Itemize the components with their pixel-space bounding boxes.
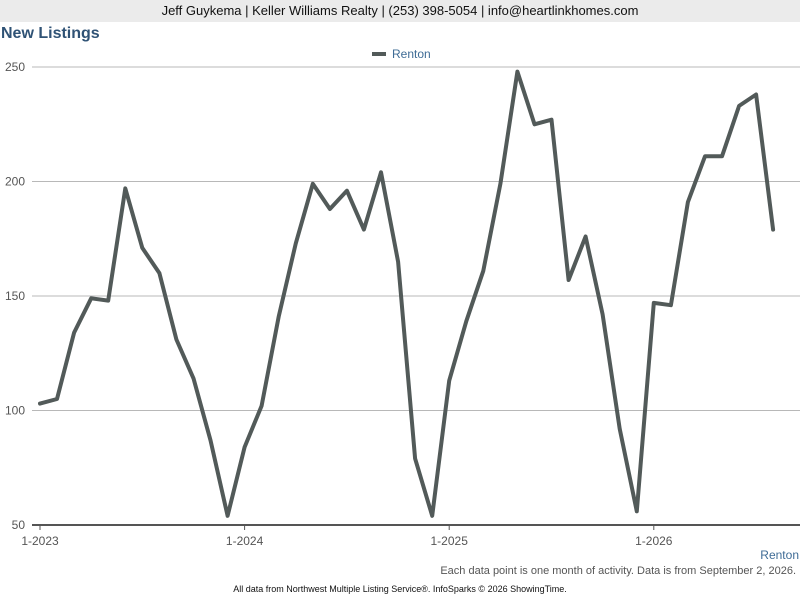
footer-note: Each data point is one month of activity…	[440, 565, 796, 577]
y-tick-label: 100	[5, 404, 25, 418]
x-tick-label: 1-2024	[226, 534, 264, 548]
contact-text: Jeff Guykema | Keller Williams Realty | …	[161, 3, 639, 18]
grid-lines	[32, 66, 800, 411]
chart-title: New Listings	[1, 25, 100, 42]
legend: Renton	[372, 47, 431, 61]
x-axis: 1-2023 1-2024 1-2025 1-2026	[21, 524, 800, 548]
x-axis-label: Renton	[760, 548, 799, 562]
y-axis-ticks: 50 100 150 200 250	[5, 60, 25, 532]
x-tick-label: 1-2023	[21, 534, 59, 548]
x-tick-label: 1-2026	[635, 534, 673, 548]
series-layer	[38, 69, 776, 518]
legend-label: Renton	[392, 47, 431, 61]
y-tick-label: 250	[5, 60, 25, 74]
footer-credit: All data from Northwest Multiple Listing…	[233, 584, 567, 594]
series-line-renton	[38, 69, 776, 518]
y-tick-label: 50	[12, 518, 26, 532]
x-tick-label: 1-2025	[431, 534, 469, 548]
contact-bar: Jeff Guykema | Keller Williams Realty | …	[0, 0, 800, 22]
y-tick-label: 200	[5, 175, 25, 189]
y-tick-label: 150	[5, 289, 25, 303]
